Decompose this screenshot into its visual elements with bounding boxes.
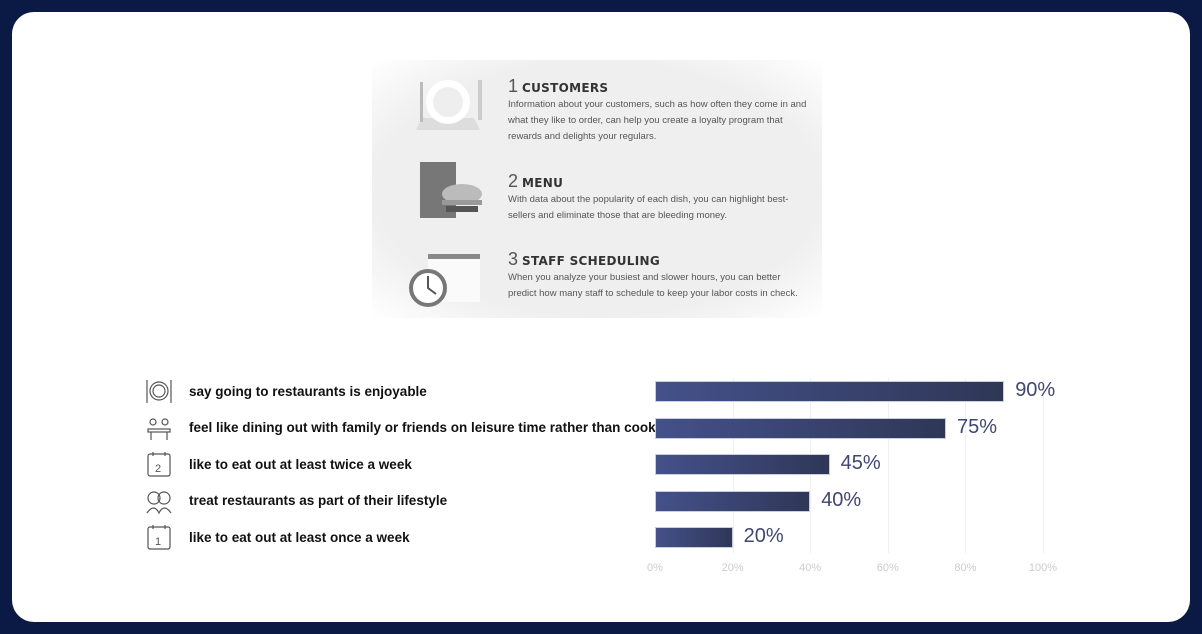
step-customers: 1 CUSTOMERS Information about your custom… [508, 76, 807, 142]
clock-calendar-icon [409, 254, 480, 307]
bar [655, 417, 946, 439]
bar [655, 381, 1005, 402]
calendar-1-icon: 1 [147, 525, 171, 550]
x-tick-label: 0% [647, 562, 663, 574]
category-row: 1 like to eat out at least once a week [145, 523, 410, 551]
grid-line [887, 378, 889, 553]
calendar-2-icon: 2 [147, 452, 171, 477]
x-tick-label: 60% [876, 562, 899, 574]
grid-line [965, 378, 967, 553]
category-label: like to eat out at least twice a week [189, 456, 412, 472]
category-row: feel like dining out with family or frie… [145, 414, 656, 442]
step-menu: 2 MENU With data about the popularity of … [508, 171, 789, 221]
info-graphic: 1 CUSTOMERS Information about your custom… [372, 60, 822, 318]
value-label: 75% [957, 415, 998, 438]
category-row: 2 like to eat out at least twice a week [145, 450, 412, 478]
value-label: 40% [821, 488, 862, 511]
menu-burger-icon [420, 162, 482, 218]
bar [655, 527, 733, 548]
svg-text:2: 2 [155, 463, 161, 475]
plate-cutlery-icon [146, 380, 172, 403]
category-label: feel like dining out with family or frie… [189, 420, 656, 435]
value-label: 20% [743, 525, 784, 547]
category-row: say going to restaurants is enjoyable [145, 377, 427, 405]
family-dining-icon [147, 417, 171, 440]
x-tick-label: 100% [1028, 562, 1058, 574]
x-tick-label: 80% [954, 562, 977, 574]
value-label: 45% [840, 452, 881, 474]
step-staff-scheduling: 3 STAFF SCHEDULING When you analyze your … [508, 249, 798, 299]
grid-line [1043, 378, 1044, 553]
bar [655, 490, 811, 512]
category-label: treat restaurants as part of their lifes… [189, 493, 448, 508]
category-label: say going to restaurants is enjoyable [189, 383, 427, 399]
category-row: treat restaurants as part of their lifes… [145, 487, 447, 515]
value-label: 90% [1015, 379, 1056, 401]
category-label: like to eat out at least once a week [189, 529, 410, 545]
couple-icon [146, 490, 172, 514]
plate-fork-knife-icon [416, 80, 482, 130]
x-tick-label: 20% [721, 562, 744, 574]
x-tick-label: 40% [799, 562, 822, 574]
svg-text:1: 1 [155, 536, 161, 548]
bar [655, 454, 830, 475]
